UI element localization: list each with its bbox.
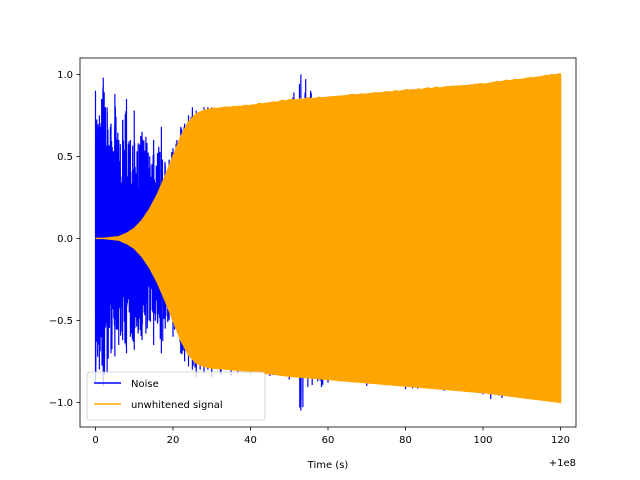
y-tick-label: 1.0 bbox=[57, 70, 73, 81]
y-tick-label: 0.5 bbox=[57, 152, 73, 163]
signal-band bbox=[95, 73, 562, 404]
x-tick-label: 40 bbox=[244, 435, 257, 446]
axes: 0 20 40 60 80 100 120 −1.0 −0.5 0.0 0.5 1.0 bbox=[49, 57, 577, 446]
x-tick-label: 120 bbox=[551, 435, 570, 446]
x-tick-label: 80 bbox=[399, 435, 412, 446]
plot-area bbox=[94, 72, 562, 411]
legend-label: Noise bbox=[131, 379, 159, 390]
y-tick-label: 0.0 bbox=[57, 234, 73, 245]
signal-edge bbox=[199, 72, 561, 114]
x-tick-label: 20 bbox=[167, 435, 180, 446]
y-tick-label: −1.0 bbox=[49, 398, 73, 409]
x-axis-label: Time (s) bbox=[307, 460, 349, 471]
legend-item: unwhitened signal bbox=[94, 400, 223, 411]
x-tick-label: 0 bbox=[92, 435, 98, 446]
x-axis-offset-label: +1e8 bbox=[549, 458, 576, 469]
legend-label: unwhitened signal bbox=[131, 400, 223, 411]
x-tick-label: 60 bbox=[322, 435, 335, 446]
y-tick-label: −0.5 bbox=[49, 316, 73, 327]
series-unwhitened-signal bbox=[95, 72, 562, 404]
legend-box bbox=[86, 371, 266, 421]
x-tick-label: 100 bbox=[473, 435, 492, 446]
legend: Noise unwhitened signal bbox=[86, 371, 266, 421]
legend-item: Noise bbox=[94, 379, 159, 390]
